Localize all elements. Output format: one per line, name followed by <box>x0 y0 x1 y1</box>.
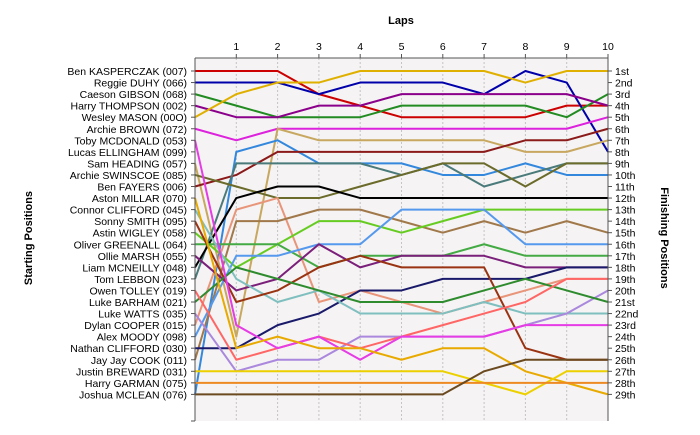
start-label-7: Toby MCDONALD (053) <box>74 135 187 147</box>
finish-label-23: 23rd <box>615 320 636 332</box>
start-label-3: Caeson GIBSON (068) <box>80 89 187 101</box>
start-label-6: Archie BROWN (072) <box>87 124 187 136</box>
series-line-8 <box>194 139 608 395</box>
finish-label-6: 6th <box>615 124 630 136</box>
series-line-3 <box>194 93 609 119</box>
start-label-10: Archie SWINSCOE (085) <box>70 170 187 182</box>
start-label-24: Alex MOODY (098) <box>97 332 187 344</box>
finish-label-7: 7th <box>615 135 630 147</box>
start-label-8: Lucas ELLINGHAM (099) <box>68 147 187 159</box>
finish-label-1: 1st <box>615 66 629 78</box>
finish-label-16: 16th <box>615 239 636 251</box>
start-label-1: Ben KASPERCZAK (007) <box>67 66 187 78</box>
finish-label-22: 22nd <box>615 309 639 321</box>
start-label-28: Harry GARMAN (075) <box>85 378 187 390</box>
finish-label-28: 28th <box>615 378 636 390</box>
lap-tick-label-9: 9 <box>564 41 570 53</box>
finish-label-4: 4th <box>615 101 630 113</box>
start-label-16: Oliver GREENALL (064) <box>74 239 187 251</box>
finish-label-27: 27th <box>615 366 636 378</box>
start-label-15: Astin WIGLEY (058) <box>93 228 187 240</box>
series-line-21 <box>194 220 608 361</box>
finish-label-18: 18th <box>615 262 636 274</box>
start-label-2: Reggie DUHY (066) <box>94 78 187 90</box>
lap-tick-label-4: 4 <box>357 41 363 53</box>
lap-tick-label-8: 8 <box>522 41 528 53</box>
finish-label-8: 8th <box>615 147 630 159</box>
finish-label-29: 29th <box>615 389 636 401</box>
finish-label-13: 13th <box>615 205 636 217</box>
start-label-21: Luke BARHAM (021) <box>89 297 187 309</box>
start-label-4: Harry THOMPSON (002) <box>71 101 188 113</box>
start-label-26: Jay Jay COOK (011) <box>91 355 187 367</box>
start-label-12: Aston MILLAR (070) <box>92 193 187 205</box>
start-label-17: Ollie MARSH (055) <box>98 251 187 263</box>
finish-label-25: 25th <box>615 343 636 355</box>
series-line-17 <box>194 208 608 338</box>
series-line-26 <box>194 197 609 396</box>
series-line-29 <box>195 358 608 396</box>
finish-label-12: 12th <box>615 193 636 205</box>
lap-tick-label-7: 7 <box>481 41 487 53</box>
finish-label-9: 9th <box>615 158 630 170</box>
series-line-19 <box>195 266 608 350</box>
start-label-5: Wesley MASON (00O) <box>82 112 187 124</box>
series-line-18 <box>194 243 608 292</box>
lap-tick-label-5: 5 <box>399 41 405 53</box>
start-label-20: Owen TOLLEY (019) <box>90 285 187 297</box>
start-label-18: Liam MCNEILLY (048) <box>82 262 187 274</box>
finish-label-19: 19th <box>615 274 636 286</box>
finish-label-2: 2nd <box>615 78 633 90</box>
start-label-11: Ben FAYERS (006) <box>97 182 187 194</box>
start-label-22: Luke WATTS (035) <box>98 309 187 321</box>
finish-label-11: 11th <box>615 182 635 194</box>
series-line-5 <box>194 70 608 119</box>
series-line-23 <box>194 266 609 303</box>
series-line-2 <box>195 70 609 153</box>
lap-tick-label-1: 1 <box>233 41 239 53</box>
finish-label-14: 14th <box>615 216 636 228</box>
series-line-15 <box>194 208 608 269</box>
lap-tick-labels: 1 2 3 4 5 6 7 8 9 10 <box>233 41 614 53</box>
start-label-14: Sonny SMITH (095) <box>94 216 187 228</box>
lap-tick-label-6: 6 <box>440 41 446 53</box>
finish-label-5: 5th <box>615 112 630 124</box>
start-label-13: Connor CLIFFORD (045) <box>70 205 187 217</box>
series-line-12 <box>194 185 608 268</box>
series-line-14 <box>194 208 609 361</box>
start-label-23: Dylan COOPER (015) <box>84 320 187 332</box>
lap-tick-label-3: 3 <box>316 41 322 53</box>
series-line-27 <box>195 370 608 396</box>
starting-position-labels: Ben KASPERCZAK (007)Reggie DUHY (066)Cae… <box>67 66 187 401</box>
series-lines <box>194 70 609 396</box>
lap-grid <box>235 58 609 421</box>
start-label-9: Sam HEADING (057) <box>87 158 187 170</box>
start-label-27: Justin BREWARD (031) <box>76 366 187 378</box>
series-line-6 <box>194 116 609 142</box>
series-line-7 <box>194 127 609 338</box>
finishing-position-labels: 1st2nd3rd4th5th6th7th8th9th10th11th12th1… <box>615 66 639 401</box>
start-label-29: Joshua MCLEAN (076) <box>79 389 187 401</box>
series-line-11 <box>194 162 608 200</box>
finish-label-26: 26th <box>615 355 636 367</box>
chart-title: Laps <box>388 15 414 27</box>
finish-label-10: 10th <box>615 170 636 182</box>
y-axis-left-title: Starting Positions <box>23 191 35 285</box>
axes <box>191 54 612 422</box>
series-line-9 <box>194 127 609 188</box>
finish-label-24: 24th <box>615 332 636 344</box>
finish-label-15: 15th <box>615 228 636 240</box>
series-line-1 <box>195 70 608 119</box>
finish-label-3: 3rd <box>615 89 630 101</box>
start-label-25: Nathan CLIFFORD (030) <box>70 343 187 355</box>
lap-tick-label-10: 10 <box>602 41 614 53</box>
finish-label-20: 20th <box>615 285 636 297</box>
series-line-4 <box>194 93 609 119</box>
lap-tick-label-2: 2 <box>275 41 281 53</box>
finish-label-17: 17th <box>615 251 636 263</box>
finish-label-21: 21st <box>615 297 635 309</box>
y-axis-right-title: Finishing Positions <box>658 187 670 288</box>
start-label-19: Tom LEBBON (023) <box>94 274 187 286</box>
